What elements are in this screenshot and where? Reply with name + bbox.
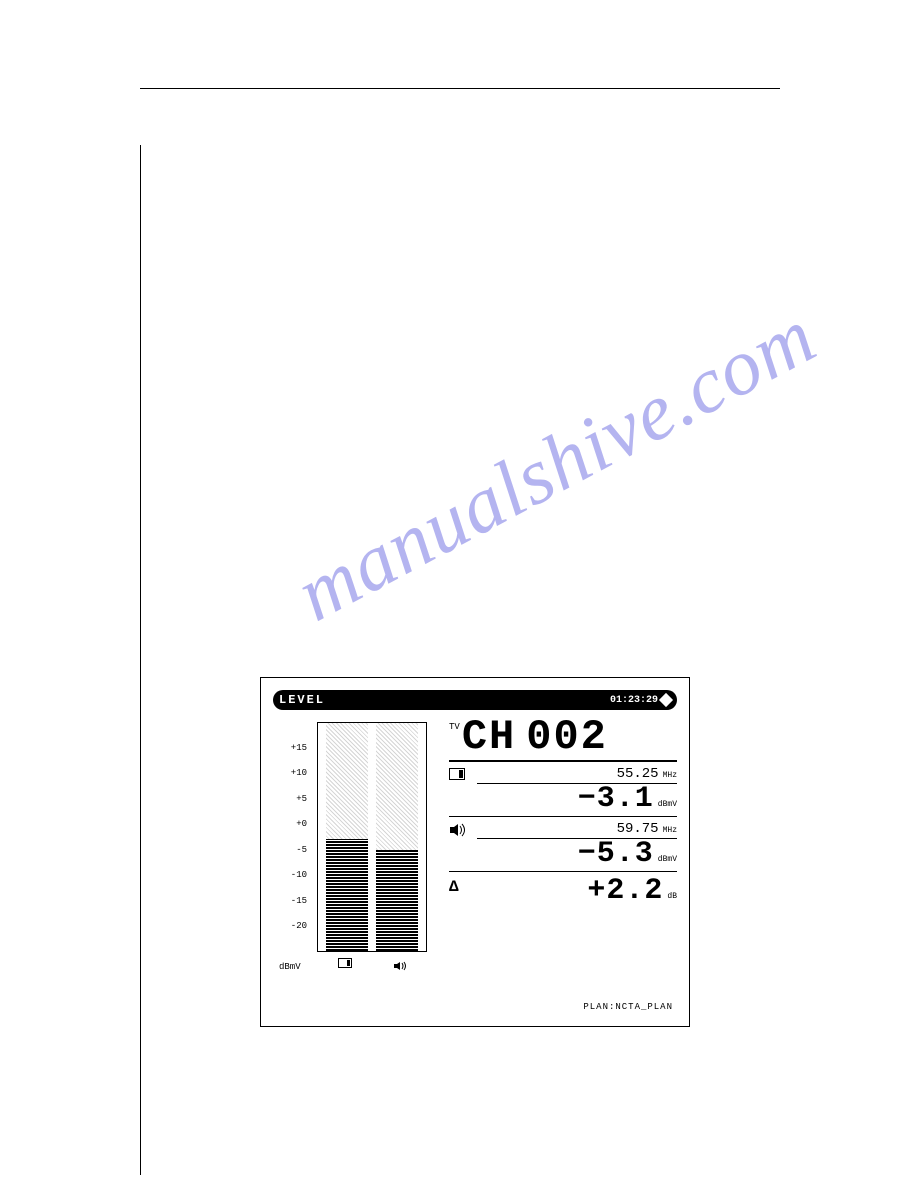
video-readout: 55.25 MHz −3.1 dBmV (449, 762, 677, 817)
channel-number: 002 (526, 716, 608, 758)
delta-level: +2.2 (587, 876, 663, 906)
clock-icon (659, 693, 673, 707)
audio-icon (393, 958, 407, 968)
y-axis: +15 +10 +5 +0 -5 -10 -15 -20 (273, 722, 313, 952)
clock-time: 01:23:29 (610, 695, 658, 706)
screen-titlebar: LEVEL 01:23:29 (273, 690, 677, 710)
video-icon (449, 768, 465, 780)
delta-icon: Δ (449, 876, 469, 896)
audio-readout: 59.75 MHz −5.3 dBmV (449, 817, 677, 872)
video-freq-unit: MHz (663, 771, 677, 780)
video-freq: 55.25 (617, 766, 659, 782)
plan-label: PLAN:NCTA_PLAN (583, 1002, 673, 1012)
bar-x-labels (317, 958, 427, 968)
audio-freq: 59.75 (617, 821, 659, 837)
y-tick: +0 (296, 819, 307, 829)
video-icon (338, 958, 352, 968)
audio-icon (449, 821, 469, 842)
header-rule (140, 88, 780, 89)
channel-type-label: TV (449, 722, 460, 732)
y-tick: +10 (291, 768, 307, 778)
channel-row: TV CH 002 (449, 716, 677, 762)
video-level-unit: dBmV (658, 800, 677, 809)
video-bar (326, 839, 368, 951)
delta-level-unit: dB (667, 892, 677, 901)
y-tick: -20 (291, 921, 307, 931)
video-level: −3.1 (578, 784, 654, 814)
y-tick: -10 (291, 870, 307, 880)
delta-readout: Δ +2.2 dB (449, 872, 677, 908)
y-tick: -15 (291, 896, 307, 906)
margin-rule (140, 145, 141, 1175)
watermark-text: manualshive.com (282, 291, 830, 640)
screen-clock: 01:23:29 (610, 695, 671, 706)
audio-bar (376, 850, 418, 951)
screen-title: LEVEL (279, 693, 325, 707)
y-tick: +5 (296, 794, 307, 804)
readout-panel: TV CH 002 55.25 MHz −3.1 (443, 716, 677, 996)
channel-prefix: CH (462, 716, 516, 758)
audio-level-unit: dBmV (658, 855, 677, 864)
audio-level: −5.3 (578, 839, 654, 869)
audio-freq-unit: MHz (663, 826, 677, 835)
device-screen-frame: LEVEL 01:23:29 +15 +10 +5 +0 -5 -10 -15 -20 dBm… (260, 677, 690, 1027)
y-axis-unit: dBmV (279, 962, 301, 972)
y-tick: +15 (291, 743, 307, 753)
y-tick: -5 (296, 845, 307, 855)
bar-area (317, 722, 427, 952)
level-bar-chart: +15 +10 +5 +0 -5 -10 -15 -20 dBmV (273, 716, 443, 996)
device-screen: LEVEL 01:23:29 +15 +10 +5 +0 -5 -10 -15 -20 dBm… (273, 690, 677, 1014)
